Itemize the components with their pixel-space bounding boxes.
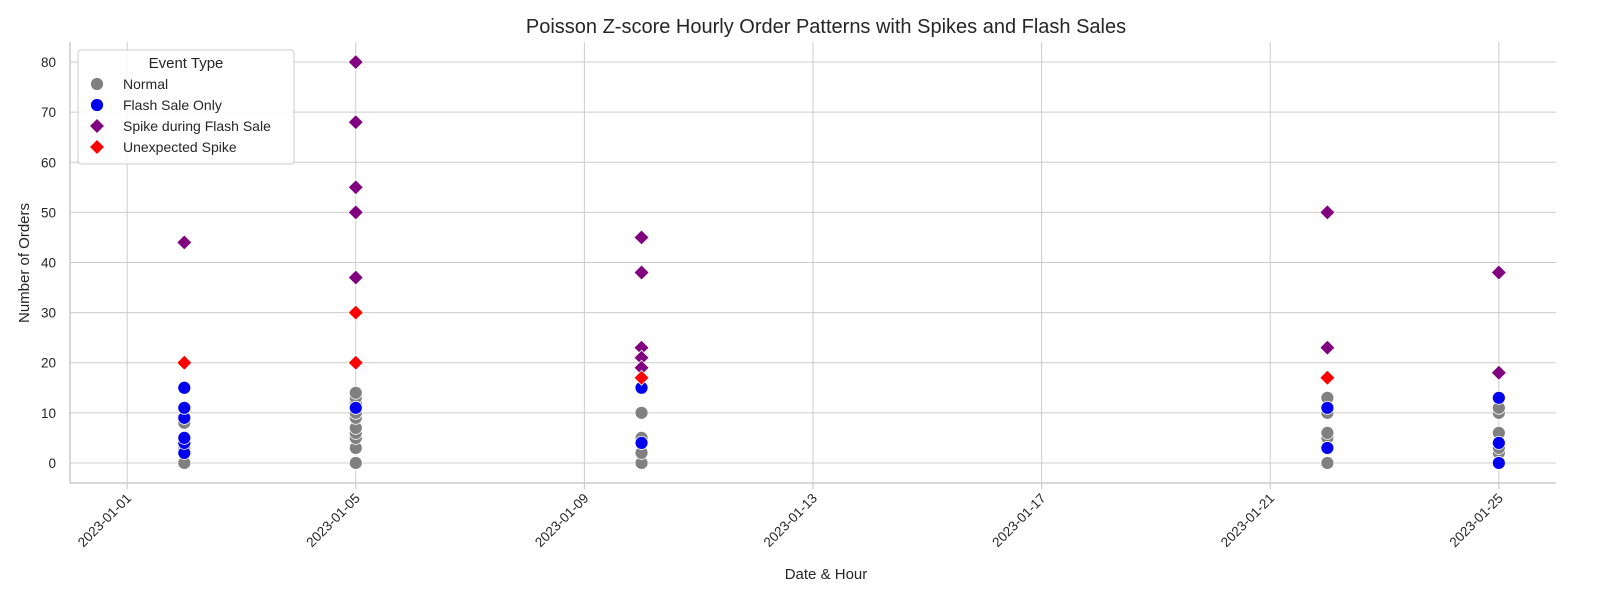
data-point — [347, 269, 364, 286]
legend-label: Normal — [123, 76, 168, 92]
data-point — [348, 385, 363, 400]
y-tick-label: 40 — [41, 256, 56, 271]
legend: Event Type Normal Flash Sale Only Spike du… — [77, 49, 295, 165]
y-tick-label: 70 — [41, 105, 56, 120]
x-axis-ticks: 2023-01-01 2023-01-05 2023-01-09 2023-01-13… — [75, 483, 1506, 550]
legend-marker — [88, 138, 106, 156]
data-points — [176, 53, 1507, 470]
data-point — [1320, 425, 1335, 440]
x-tick-label: 2023-01-09 — [532, 491, 591, 550]
data-point — [1319, 339, 1336, 356]
series-flash-sale-only — [177, 380, 1506, 470]
data-point — [1320, 400, 1335, 415]
data-point — [347, 114, 364, 131]
y-tick-label: 50 — [41, 205, 56, 220]
data-point — [1491, 436, 1506, 450]
series-normal — [177, 385, 1506, 470]
data-point — [347, 179, 364, 196]
x-axis-label: Date & Hour — [785, 566, 868, 583]
x-tick-label: 2023-01-21 — [1218, 491, 1277, 550]
legend-marker — [88, 117, 106, 135]
data-point — [1319, 204, 1336, 221]
chart-title: Poisson Z-score Hourly Order Patterns wi… — [526, 16, 1126, 38]
data-point — [347, 354, 364, 371]
data-point — [347, 304, 364, 321]
legend-label: Unexpected Spike — [123, 139, 237, 155]
y-axis-ticks: 0 10 20 30 40 50 60 70 80 — [41, 55, 56, 471]
legend-items: Normal Flash Sale Only Spike during Flash … — [88, 76, 271, 156]
data-point — [177, 400, 192, 415]
data-point — [633, 264, 650, 281]
legend-marker — [90, 77, 104, 91]
data-point — [634, 436, 649, 450]
y-tick-label: 0 — [48, 456, 56, 471]
data-point — [1491, 390, 1506, 405]
data-point — [1490, 364, 1507, 381]
legend-title: Event Type — [149, 55, 224, 72]
data-point — [176, 234, 193, 251]
x-tick-label: 2023-01-05 — [303, 491, 362, 550]
y-tick-label: 10 — [41, 406, 56, 421]
data-point — [177, 380, 192, 395]
data-point — [634, 405, 649, 420]
data-point — [1320, 456, 1335, 470]
data-point — [348, 400, 363, 415]
series-spike-during-flash-sale — [176, 53, 1507, 381]
data-point — [1490, 264, 1507, 281]
x-tick-label: 2023-01-01 — [75, 491, 134, 550]
y-axis-label: Number of Orders — [16, 203, 33, 323]
data-point — [176, 354, 193, 371]
x-tick-label: 2023-01-13 — [761, 491, 820, 550]
y-tick-label: 20 — [41, 356, 56, 371]
series-unexpected-spike — [176, 304, 1336, 386]
data-point — [1320, 441, 1335, 455]
data-point — [1491, 456, 1506, 470]
data-point — [1319, 369, 1336, 386]
y-tick-label: 60 — [41, 155, 56, 170]
x-tick-label: 2023-01-25 — [1447, 491, 1506, 550]
data-point — [348, 456, 363, 470]
y-tick-label: 30 — [41, 306, 56, 321]
data-point — [177, 430, 192, 445]
y-tick-label: 80 — [41, 55, 56, 70]
x-tick-label: 2023-01-17 — [989, 491, 1048, 550]
data-point — [347, 53, 364, 71]
legend-label: Spike during Flash Sale — [123, 118, 271, 134]
legend-marker — [90, 98, 104, 112]
legend-box — [77, 49, 295, 165]
data-point — [633, 229, 650, 246]
data-point — [633, 369, 650, 386]
legend-label: Flash Sale Only — [123, 97, 222, 113]
data-point — [347, 204, 364, 221]
